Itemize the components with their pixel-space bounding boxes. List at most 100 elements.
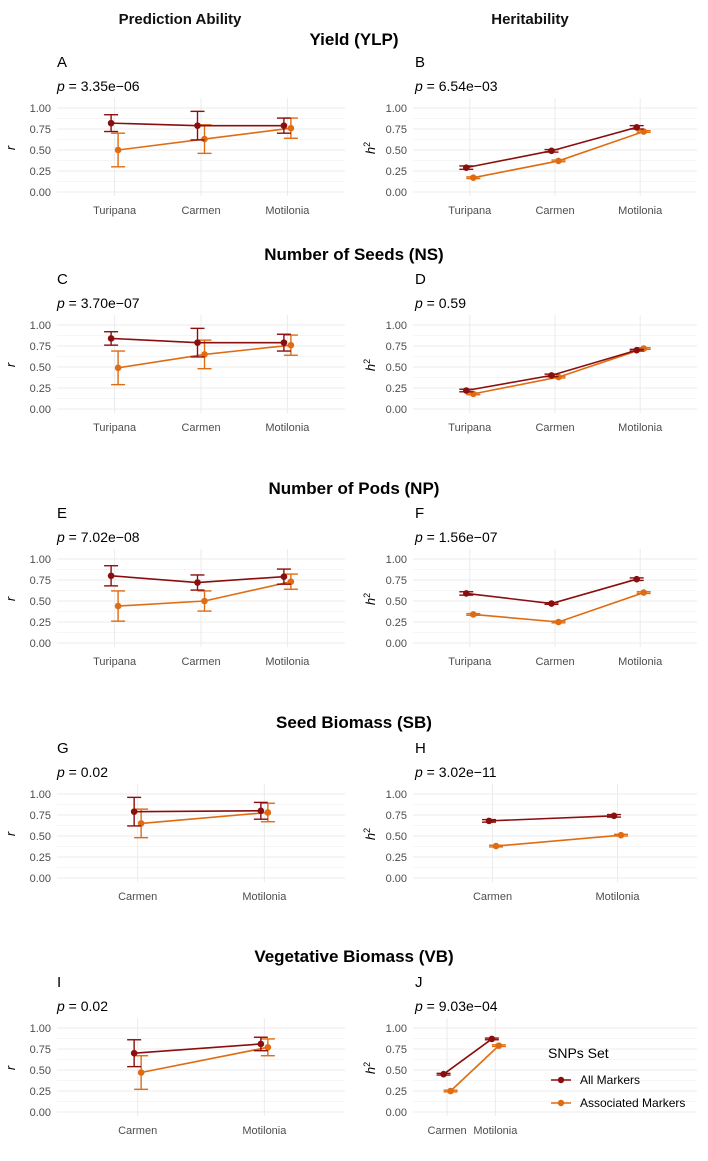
y-tick-label: 0.00	[386, 873, 407, 885]
x-tick-label: Turipana	[93, 422, 137, 434]
data-point	[257, 1040, 265, 1048]
y-tick-label: 0.50	[30, 145, 51, 157]
series-associated-markers	[466, 128, 651, 182]
panel-h: Hp = 3.02e−11 0.00 0.25 0.50 0.75 1.00 Carmen M…	[362, 740, 697, 903]
series-line	[495, 834, 622, 847]
y-tick-label: 0.75	[386, 810, 407, 822]
y-tick-label: 1.00	[30, 1023, 51, 1035]
p-symbol: p	[414, 295, 423, 311]
data-point	[447, 1087, 454, 1095]
data-point	[548, 600, 555, 607]
series-line	[141, 811, 268, 825]
data-point	[280, 339, 288, 346]
series-all-markers	[127, 796, 268, 827]
x-tick-label: Carmen	[428, 1125, 467, 1137]
legend-item-associated-markers: Associated Markers	[551, 1096, 685, 1110]
y-tick-label: 0.00	[386, 404, 407, 416]
y-axis-label-superscript: 2	[362, 593, 372, 598]
data-point	[617, 831, 625, 839]
x-tick-label: Motilonia	[618, 656, 663, 668]
y-tick-label: 0.25	[30, 617, 51, 629]
row-title-number-of-pods: Number of Pods (NP)	[269, 479, 440, 498]
data-point	[201, 351, 208, 358]
y-axis-label-superscript: 2	[362, 359, 372, 364]
data-point	[194, 339, 201, 346]
series-all-markers	[482, 812, 621, 825]
y-tick-label: 0.50	[30, 362, 51, 374]
p-symbol: p	[414, 764, 423, 780]
x-tick-label: Motilonia	[242, 891, 287, 903]
panel-letter: I	[57, 974, 61, 991]
x-tick-label: Carmen	[535, 422, 574, 434]
y-tick-label: 0.50	[30, 596, 51, 608]
panel-f: Fp = 1.56e−07 0.00 0.25 0.50 0.75 1.00 Turipan…	[362, 505, 697, 668]
p-value-text: p = 0.59	[414, 295, 466, 311]
x-tick-label: Motilonia	[473, 1125, 518, 1137]
y-tick-label: 1.00	[386, 789, 407, 801]
panel-letter: B	[415, 54, 425, 71]
y-tick-label: 0.75	[30, 810, 51, 822]
data-point	[114, 146, 122, 154]
y-tick-label: 0.75	[30, 124, 51, 136]
p-value: = 3.70e−07	[65, 295, 140, 311]
p-value-text: p = 6.54e−03	[414, 78, 498, 94]
p-symbol: p	[56, 78, 65, 94]
y-axis-label: r	[3, 145, 18, 150]
data-point	[555, 157, 562, 165]
series-associated-markers	[111, 573, 298, 622]
x-tick-label: Motilonia	[265, 205, 310, 217]
p-value-text: p = 3.02e−11	[414, 764, 497, 780]
y-tick-label: 0.00	[386, 1107, 407, 1119]
series-line	[466, 578, 637, 605]
p-value-text: p = 3.35e−06	[56, 78, 140, 94]
y-tick-label: 0.00	[386, 187, 407, 199]
y-tick-label: 0.25	[386, 1086, 407, 1098]
row-title-yield: Yield (YLP)	[309, 30, 398, 49]
p-symbol: p	[56, 529, 65, 545]
legend-item-all-markers: All Markers	[551, 1073, 640, 1087]
x-tick-label: Motilonia	[618, 422, 663, 434]
panel-d: Dp = 0.59 0.00 0.25 0.50 0.75 1.00 Turipana Car…	[362, 271, 697, 434]
y-axis-label: r	[3, 1065, 18, 1070]
y-tick-label: 0.75	[30, 1044, 51, 1056]
y-axis-label: h2	[362, 359, 378, 371]
y-axis-label: r	[3, 831, 18, 836]
data-point	[470, 611, 477, 618]
data-point	[633, 575, 640, 583]
panel-a: Ap = 3.35e−06 0.00 0.25 0.50 0.75 1.00 Turipan…	[3, 54, 345, 217]
panels: Ap = 3.35e−06 0.00 0.25 0.50 0.75 1.00 Turipan…	[3, 54, 697, 1137]
y-tick-label: 0.00	[30, 638, 51, 650]
y-tick-label: 0.00	[30, 873, 51, 885]
data-point	[264, 809, 272, 816]
series-line	[134, 1043, 261, 1054]
y-tick-label: 0.25	[386, 852, 407, 864]
p-symbol: p	[56, 764, 65, 780]
series-associated-markers	[111, 334, 298, 386]
data-point	[137, 820, 145, 827]
x-tick-label: Carmen	[118, 891, 157, 903]
series-all-markers	[104, 565, 291, 591]
y-tick-label: 0.25	[30, 1086, 51, 1098]
x-tick-label: Motilonia	[265, 422, 310, 434]
y-axis-label: h2	[362, 593, 378, 605]
panel-letter: G	[57, 740, 69, 757]
y-tick-label: 0.25	[30, 852, 51, 864]
series-associated-markers	[466, 345, 651, 398]
series-all-markers	[459, 124, 644, 171]
y-tick-label: 1.00	[386, 103, 407, 115]
panel-letter: D	[415, 271, 426, 288]
x-tick-label: Turipana	[448, 656, 492, 668]
p-symbol: p	[414, 998, 423, 1014]
p-symbol: p	[56, 998, 65, 1014]
y-tick-label: 0.75	[30, 575, 51, 587]
column-header-heritability: Heritability	[491, 11, 569, 28]
legend-label-associated-markers: Associated Markers	[580, 1096, 685, 1110]
p-value-text: p = 0.02	[56, 998, 108, 1014]
y-tick-label: 0.00	[386, 638, 407, 650]
data-point	[548, 372, 555, 379]
x-tick-label: Turipana	[448, 422, 492, 434]
x-tick-label: Turipana	[93, 656, 137, 668]
data-point	[548, 147, 555, 155]
data-point	[463, 590, 470, 597]
